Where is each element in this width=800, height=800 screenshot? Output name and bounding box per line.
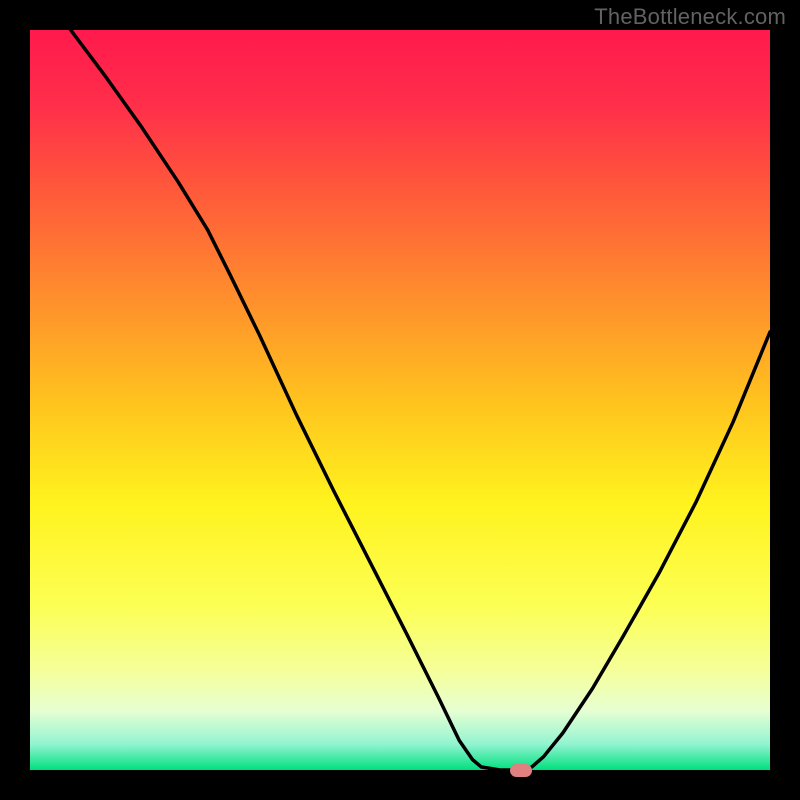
chart-frame: TheBottleneck.com bbox=[0, 0, 800, 800]
watermark-text: TheBottleneck.com bbox=[594, 4, 786, 30]
bottleneck-curve bbox=[30, 30, 770, 770]
optimal-point-marker bbox=[510, 764, 532, 777]
